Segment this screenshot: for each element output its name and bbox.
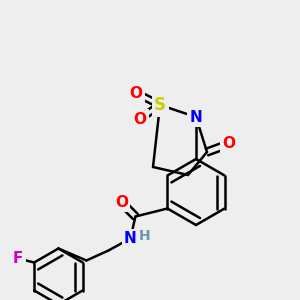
Text: O: O <box>223 136 236 152</box>
Text: N: N <box>190 110 202 124</box>
Text: H: H <box>139 230 150 244</box>
Text: O: O <box>130 85 142 100</box>
Text: F: F <box>13 251 23 266</box>
Text: O: O <box>115 195 128 210</box>
Text: S: S <box>154 96 166 114</box>
Text: O: O <box>134 112 146 127</box>
Text: N: N <box>124 231 137 246</box>
